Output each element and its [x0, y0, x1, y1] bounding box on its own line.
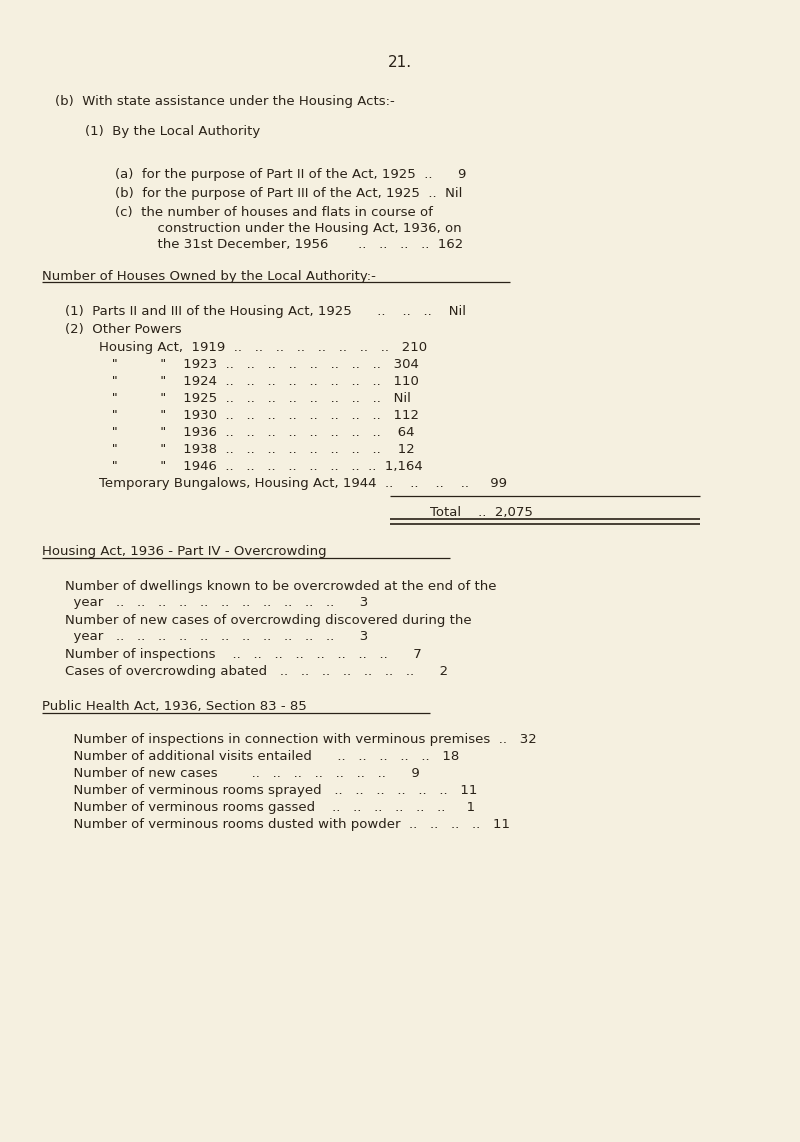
Text: (2)  Other Powers: (2) Other Powers	[65, 323, 182, 336]
Text: year   ..   ..   ..   ..   ..   ..   ..   ..   ..   ..   ..      3: year .. .. .. .. .. .. .. .. .. .. .. 3	[65, 596, 368, 609]
Text: "          "    1925  ..   ..   ..   ..   ..   ..   ..   ..   Nil: " " 1925 .. .. .. .. .. .. .. .. Nil	[65, 392, 411, 405]
Text: the 31st December, 1956       ..   ..   ..   ..  162: the 31st December, 1956 .. .. .. .. 162	[115, 238, 463, 251]
Text: Number of verminous rooms gassed    ..   ..   ..   ..   ..   ..     1: Number of verminous rooms gassed .. .. .…	[65, 801, 475, 814]
Text: (b)  With state assistance under the Housing Acts:-: (b) With state assistance under the Hous…	[55, 95, 394, 108]
Text: "          "    1936  ..   ..   ..   ..   ..   ..   ..   ..    64: " " 1936 .. .. .. .. .. .. .. .. 64	[65, 426, 414, 439]
Text: Number of dwellings known to be overcrowded at the end of the: Number of dwellings known to be overcrow…	[65, 580, 497, 593]
Text: Total    ..  2,075: Total .. 2,075	[430, 506, 533, 518]
Text: Temporary Bungalows, Housing Act, 1944  ..    ..    ..    ..     99: Temporary Bungalows, Housing Act, 1944 .…	[65, 477, 507, 490]
Text: Number of verminous rooms dusted with powder  ..   ..   ..   ..   11: Number of verminous rooms dusted with po…	[65, 818, 510, 831]
Text: 21.: 21.	[388, 55, 412, 70]
Text: Housing Act, 1936 - Part IV - Overcrowding: Housing Act, 1936 - Part IV - Overcrowdi…	[42, 545, 326, 558]
Text: Number of new cases of overcrowding discovered during the: Number of new cases of overcrowding disc…	[65, 614, 472, 627]
Text: Number of additional visits entailed      ..   ..   ..   ..   ..   18: Number of additional visits entailed .. …	[65, 750, 459, 763]
Text: Cases of overcrowding abated   ..   ..   ..   ..   ..   ..   ..      2: Cases of overcrowding abated .. .. .. ..…	[65, 665, 448, 678]
Text: (1)  Parts II and III of the Housing Act, 1925      ..    ..   ..    Nil: (1) Parts II and III of the Housing Act,…	[65, 305, 466, 317]
Text: "          "    1946  ..   ..   ..   ..   ..   ..   ..  ..  1,164: " " 1946 .. .. .. .. .. .. .. .. 1,164	[65, 460, 422, 473]
Text: Number of Houses Owned by the Local Authority:-: Number of Houses Owned by the Local Auth…	[42, 270, 376, 283]
Text: "          "    1930  ..   ..   ..   ..   ..   ..   ..   ..   112: " " 1930 .. .. .. .. .. .. .. .. 112	[65, 409, 419, 423]
Text: (a)  for the purpose of Part II of the Act, 1925  ..      9: (a) for the purpose of Part II of the Ac…	[115, 168, 466, 180]
Text: Number of verminous rooms sprayed   ..   ..   ..   ..   ..   ..   11: Number of verminous rooms sprayed .. .. …	[65, 785, 478, 797]
Text: "          "    1938  ..   ..   ..   ..   ..   ..   ..   ..    12: " " 1938 .. .. .. .. .. .. .. .. 12	[65, 443, 414, 456]
Text: (1)  By the Local Authority: (1) By the Local Authority	[85, 124, 260, 138]
Text: Number of new cases        ..   ..   ..   ..   ..   ..   ..      9: Number of new cases .. .. .. .. .. .. ..…	[65, 767, 420, 780]
Text: Number of inspections    ..   ..   ..   ..   ..   ..   ..   ..      7: Number of inspections .. .. .. .. .. .. …	[65, 648, 422, 661]
Text: (c)  the number of houses and flats in course of: (c) the number of houses and flats in co…	[115, 206, 433, 219]
Text: Housing Act,  1919  ..   ..   ..   ..   ..   ..   ..   ..   210: Housing Act, 1919 .. .. .. .. .. .. .. .…	[65, 341, 427, 354]
Text: "          "    1923  ..   ..   ..   ..   ..   ..   ..   ..   304: " " 1923 .. .. .. .. .. .. .. .. 304	[65, 357, 419, 371]
Text: (b)  for the purpose of Part III of the Act, 1925  ..  Nil: (b) for the purpose of Part III of the A…	[115, 187, 462, 200]
Text: "          "    1924  ..   ..   ..   ..   ..   ..   ..   ..   110: " " 1924 .. .. .. .. .. .. .. .. 110	[65, 375, 419, 388]
Text: Public Health Act, 1936, Section 83 - 85: Public Health Act, 1936, Section 83 - 85	[42, 700, 306, 713]
Text: construction under the Housing Act, 1936, on: construction under the Housing Act, 1936…	[115, 222, 462, 235]
Text: year   ..   ..   ..   ..   ..   ..   ..   ..   ..   ..   ..      3: year .. .. .. .. .. .. .. .. .. .. .. 3	[65, 630, 368, 643]
Text: Number of inspections in connection with verminous premises  ..   32: Number of inspections in connection with…	[65, 733, 537, 746]
